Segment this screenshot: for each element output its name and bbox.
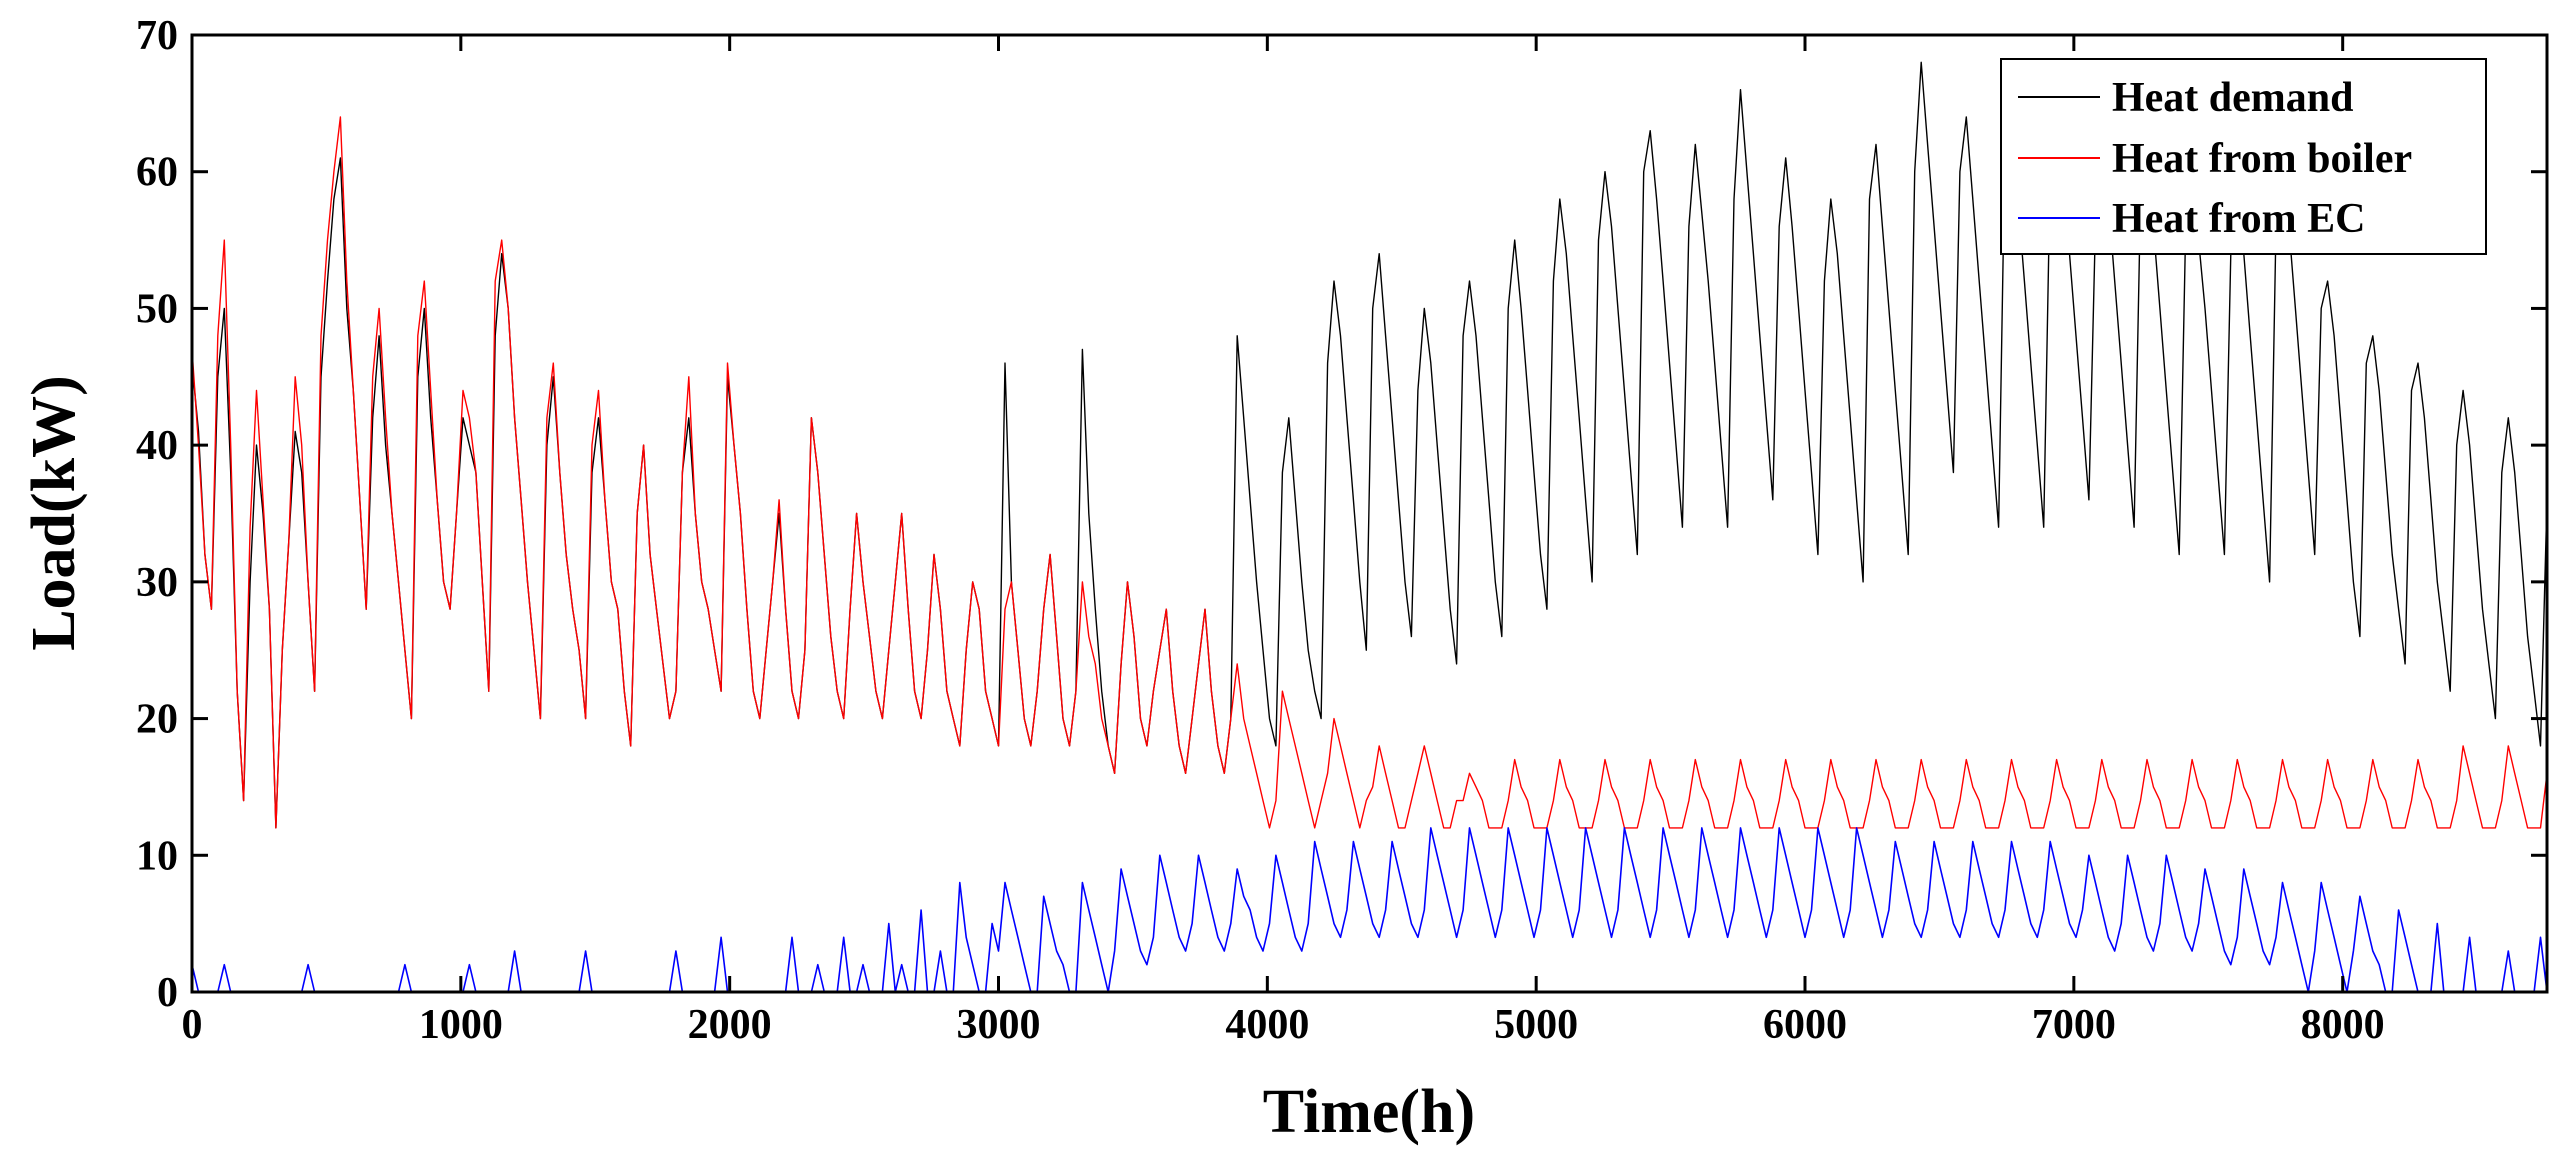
x-tick-label: 2000: [688, 1002, 772, 1048]
legend: Heat demand Heat from boiler Heat from E…: [2000, 58, 2487, 255]
x-tick-label: 7000: [2032, 1002, 2116, 1048]
y-tick-label: 60: [136, 150, 178, 196]
x-tick-label: 1000: [419, 1002, 503, 1048]
y-axis-title: Load(kW): [20, 375, 88, 651]
x-axis-title: Time(h): [1263, 1078, 1475, 1146]
legend-label-heat-from-ec: Heat from EC: [2112, 196, 2366, 242]
x-tick-label: 0: [182, 1002, 203, 1048]
x-tick-label: 5000: [1494, 1002, 1578, 1048]
legend-box: [2000, 58, 2487, 255]
legend-label-heat-from-boiler: Heat from boiler: [2112, 136, 2412, 182]
x-tick-label: 8000: [2301, 1002, 2385, 1048]
y-axis-ticks: 0 10 20 30 40 50 60 70: [136, 13, 2547, 1016]
x-tick-label: 4000: [1225, 1002, 1309, 1048]
y-tick-label: 20: [136, 697, 178, 743]
series-line-heat-from-boiler: [191, 116, 2548, 829]
x-tick-label: 6000: [1763, 1002, 1847, 1048]
legend-label-heat-demand: Heat demand: [2112, 75, 2354, 121]
x-tick-label: 3000: [957, 1002, 1041, 1048]
y-tick-label: 0: [157, 970, 178, 1016]
y-tick-label: 50: [136, 286, 178, 332]
y-tick-label: 10: [136, 833, 178, 879]
plot-frame-top: [190, 33, 2549, 994]
y-tick-label: 70: [136, 13, 178, 59]
y-tick-label: 40: [136, 423, 178, 469]
x-axis-ticks: 0 1000 2000 3000 4000 5000 6000 7000 8000: [182, 35, 2385, 1048]
y-tick-label: 30: [136, 560, 178, 606]
